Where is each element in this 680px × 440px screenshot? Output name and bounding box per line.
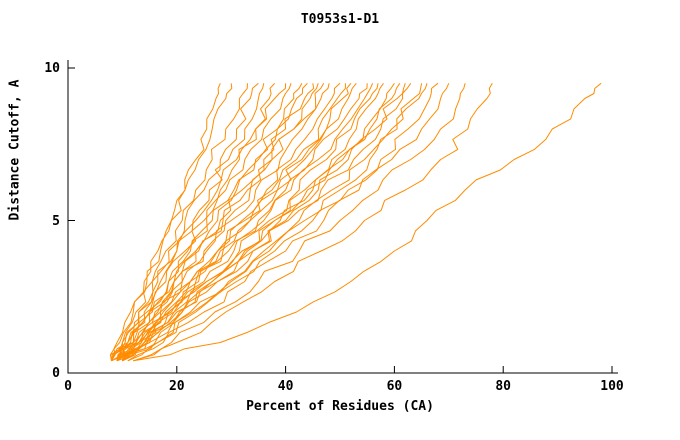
model-curve (116, 83, 265, 362)
model-curve (133, 83, 466, 362)
model-curve (110, 83, 287, 361)
y-tick-label: 0 (52, 366, 60, 381)
model-curve (121, 82, 352, 361)
x-tick-label: 80 (495, 379, 512, 394)
model-curve (127, 83, 450, 362)
model-curve (116, 83, 379, 362)
model-curve (133, 83, 493, 362)
x-tick-label: 20 (168, 379, 185, 394)
chart-title: T0953s1-D1 (300, 12, 380, 27)
model-curve (116, 83, 412, 362)
model-curve (111, 82, 259, 361)
x-tick-label: 60 (386, 379, 403, 394)
y-tick-label: 5 (52, 213, 60, 229)
model-curve (116, 83, 346, 361)
x-axis-label: Percent of Residues (CA) (246, 399, 434, 414)
model-curve (127, 83, 428, 362)
model-curve (133, 82, 602, 362)
model-curve (111, 82, 308, 361)
y-tick-label: 10 (44, 61, 60, 76)
model-curve (121, 82, 439, 362)
model-curve (116, 83, 248, 362)
model-curve (111, 82, 357, 362)
model-curve (116, 83, 292, 362)
model-curve (122, 83, 406, 362)
model-curve (116, 83, 368, 362)
model-curve (116, 83, 401, 362)
model-curve (121, 83, 319, 362)
x-tick-label: 0 (64, 379, 72, 394)
x-tick-label: 100 (600, 379, 624, 394)
model-curve (111, 83, 233, 362)
x-tick-label: 40 (277, 379, 294, 394)
model-curve (122, 82, 341, 362)
model-curve (116, 83, 315, 361)
model-curve (111, 83, 395, 362)
